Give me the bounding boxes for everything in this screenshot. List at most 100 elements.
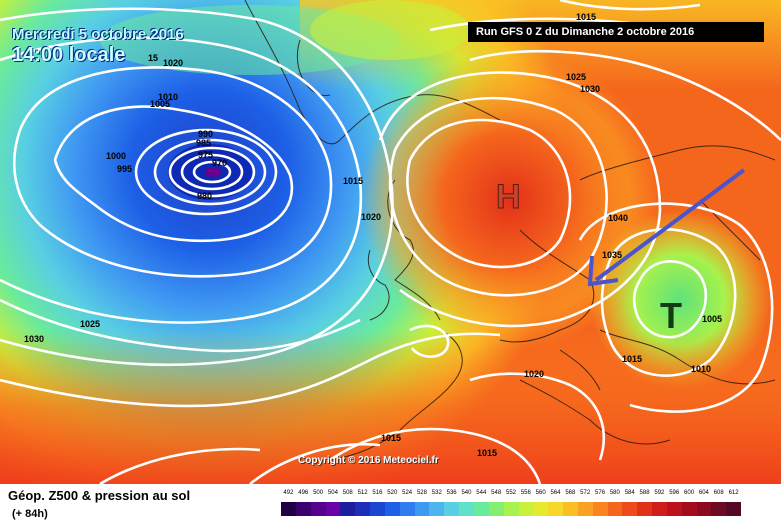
scale-swatch	[473, 502, 489, 516]
scale-tick: 520	[387, 490, 398, 496]
isobar-label: 15	[148, 53, 158, 63]
scale-tick: 548	[491, 490, 502, 496]
scale-swatch	[666, 502, 682, 516]
isobar-label: 1005	[702, 314, 722, 324]
scale-tick: 528	[416, 490, 427, 496]
color-scale: 492 496 500 504 508 512 516 520 524 528 532 536 540 5…	[281, 490, 742, 516]
scale-tick: 576	[595, 490, 606, 496]
isobar-label: 1030	[580, 84, 600, 94]
low-pressure-center: T	[660, 295, 682, 336]
coastlines	[244, 0, 776, 461]
scale-bar	[281, 502, 742, 516]
scale-swatch	[637, 502, 653, 516]
scale-swatch	[295, 502, 311, 516]
isobars	[0, 0, 781, 484]
scale-tick: 492	[283, 490, 294, 496]
isobar-label: 1025	[566, 72, 586, 82]
scale-tick: 540	[461, 490, 472, 496]
high-pressure-center: H	[496, 178, 521, 216]
scale-tick: 592	[654, 490, 665, 496]
scale-swatch	[503, 502, 519, 516]
isobar-label: 1015	[343, 176, 363, 186]
scale-swatch	[340, 502, 356, 516]
forecast-time: 14:00 locale	[12, 44, 126, 66]
scale-swatch	[310, 502, 326, 516]
flow-arrow	[587, 168, 746, 287]
legend-panel: Géop. Z500 & pression au sol (+ 84h) 492…	[0, 484, 781, 532]
scale-swatch	[459, 502, 474, 516]
isobar-label: 1000	[106, 151, 126, 161]
scale-swatch	[548, 502, 564, 516]
scale-swatch	[533, 502, 549, 516]
scale-tick: 524	[402, 490, 413, 496]
scale-swatch	[488, 502, 504, 516]
isobar-labels: 1020151010100510009959909859759709801015…	[24, 12, 722, 458]
scale-swatch	[696, 502, 712, 516]
isobar-label: 1015	[477, 448, 497, 458]
isobar-label: 970	[212, 158, 227, 168]
scale-tick: 608	[713, 490, 724, 496]
isobar-label: 1010	[158, 92, 178, 102]
scale-swatch	[563, 502, 578, 516]
scale-swatch	[726, 502, 742, 516]
run-banner: Run GFS 0 Z du Dimanche 2 octobre 2016	[468, 22, 764, 42]
isobar-label: 1005	[150, 99, 170, 109]
scale-tick: 612	[728, 490, 739, 496]
scale-tick: 604	[698, 490, 709, 496]
scale-swatch	[607, 502, 623, 516]
scale-tick: 600	[684, 490, 695, 496]
isobar-label: 975	[198, 150, 213, 160]
scale-swatch	[518, 502, 534, 516]
isobar-label: 995	[117, 164, 132, 174]
scale-swatch	[444, 502, 460, 516]
scale-tick: 556	[520, 490, 531, 496]
scale-swatch	[370, 502, 385, 516]
scale-swatch	[399, 502, 415, 516]
scale-tick: 544	[476, 490, 487, 496]
scale-tick: 504	[327, 490, 338, 496]
scale-tick: 584	[624, 490, 635, 496]
scale-tick: 568	[565, 490, 576, 496]
isobar-label: 1040	[608, 213, 628, 223]
scale-swatch	[622, 502, 638, 516]
scale-tick: 536	[446, 490, 457, 496]
isobar-label: 1020	[163, 58, 183, 68]
scale-tick: 564	[550, 490, 561, 496]
scale-swatch	[384, 502, 400, 516]
scale-tick: 516	[372, 490, 383, 496]
scale-ticks: 492 496 500 504 508 512 516 520 524 528 532 536 540 5…	[281, 490, 741, 500]
scale-tick: 508	[342, 490, 353, 496]
scale-tick: 572	[580, 490, 591, 496]
isobar-label: 1015	[381, 433, 401, 443]
isobar-label: 1020	[524, 369, 544, 379]
scale-tick: 532	[431, 490, 442, 496]
scale-swatch	[681, 502, 697, 516]
lead-time: (+ 84h)	[12, 508, 48, 520]
scale-tick: 552	[505, 490, 516, 496]
scale-swatch	[577, 502, 593, 516]
copyright: Copyright © 2016 Meteociel.fr	[298, 455, 439, 466]
isobar-label: 1015	[622, 354, 642, 364]
scale-tick: 588	[639, 490, 650, 496]
forecast-date: Mercredi 5 octobre 2016	[12, 26, 184, 43]
scale-swatch	[652, 502, 667, 516]
isobar-label: 985	[196, 138, 211, 148]
legend-title: Géop. Z500 & pression au sol	[8, 488, 191, 503]
scale-swatch	[429, 502, 445, 516]
map-canvas: H T 102015101010051000995990985975970980…	[0, 0, 781, 484]
scale-tick: 512	[357, 490, 368, 496]
isobar-label: 980	[197, 191, 212, 201]
isobar-label: 1030	[24, 334, 44, 344]
scale-swatch	[711, 502, 727, 516]
scale-swatch	[325, 502, 341, 516]
isobar-label: 1015	[576, 12, 596, 22]
isobar-label: 1025	[80, 319, 100, 329]
isobar-label: 1035	[602, 250, 622, 260]
isobar-label: 1010	[691, 364, 711, 374]
scale-tick: 500	[313, 490, 324, 496]
scale-tick: 580	[609, 490, 620, 496]
isobar-label: 1020	[361, 212, 381, 222]
scale-swatch	[281, 502, 296, 516]
weather-map: H T 1020 15 1010 1005 1000 995 990 985 975 970 980…	[0, 0, 781, 484]
scale-swatch	[414, 502, 430, 516]
